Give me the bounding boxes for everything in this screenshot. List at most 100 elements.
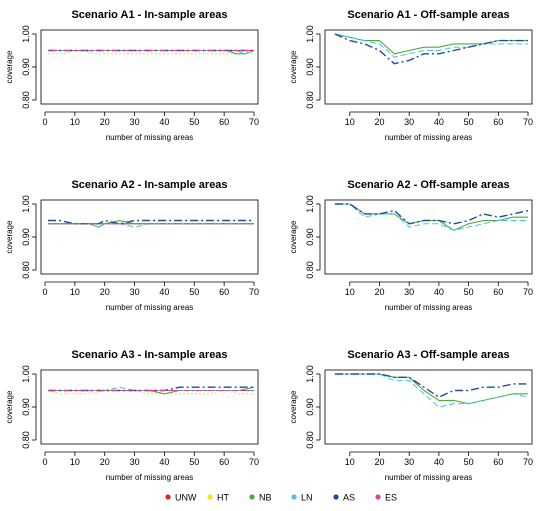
chart-panel-2: Scenario A1 - Off-sample areas 10 20 30 40 50…: [289, 9, 533, 142]
legend-label-nb: NB: [259, 493, 272, 503]
x-tick-label: 0: [42, 457, 47, 467]
y-axis-label: coverage: [289, 390, 298, 423]
y-tick-label: 0.90: [305, 58, 315, 76]
legend-marker-es: [375, 494, 381, 500]
panel-title: Scenario A2 - In-sample areas: [71, 179, 227, 191]
series-line-ht: [47, 390, 254, 395]
x-tick-label: 20: [100, 457, 110, 467]
y-tick-label: 1.00: [21, 365, 31, 383]
panel-title: Scenario A1 - In-sample areas: [71, 9, 227, 21]
plot-frame: [40, 29, 259, 105]
chart-panel-1: Scenario A1 - In-sample areas 0 10 20 30 40 50…: [5, 9, 259, 142]
legend: UNW HT NB LN AS ES: [165, 493, 397, 503]
y-tick-label: 0.80: [21, 431, 31, 449]
y-tick-label: 0.80: [305, 431, 315, 449]
x-tick-label: 30: [130, 117, 140, 127]
legend-label-ht: HT: [217, 493, 229, 503]
y-axis-label: coverage: [5, 390, 14, 423]
x-tick-label: 20: [374, 457, 384, 467]
y-axis-label: coverage: [289, 220, 298, 253]
x-tick-label: 40: [434, 287, 444, 297]
x-tick-label: 50: [189, 287, 199, 297]
x-tick-label: 40: [159, 287, 169, 297]
x-tick-label: 60: [219, 457, 229, 467]
panel-title: Scenario A3 - Off-sample areas: [347, 349, 509, 361]
x-tick-label: 30: [404, 457, 414, 467]
series-line-ln: [334, 33, 528, 58]
x-axis-label: number of missing areas: [385, 303, 473, 312]
x-tick-label: 10: [70, 287, 80, 297]
y-tick-label: 1.00: [21, 25, 31, 43]
x-tick-label: 60: [219, 117, 229, 127]
x-tick-label: 30: [404, 287, 414, 297]
chart-panel-3: Scenario A2 - In-sample areas 0 10 20 30 40 50…: [5, 179, 259, 312]
x-tick-label: 40: [159, 117, 169, 127]
y-tick-label: 0.90: [305, 398, 315, 416]
x-tick-label: 50: [464, 457, 474, 467]
y-axis-label: coverage: [289, 50, 298, 83]
x-tick-label: 70: [523, 457, 533, 467]
x-tick-label: 60: [493, 287, 503, 297]
x-tick-label: 10: [345, 287, 355, 297]
y-tick-label: 1.00: [21, 195, 31, 213]
y-tick-label: 0.90: [21, 58, 31, 76]
x-tick-label: 0: [42, 117, 47, 127]
x-tick-label: 50: [464, 117, 474, 127]
x-tick-label: 30: [130, 457, 140, 467]
x-tick-label: 60: [493, 117, 503, 127]
x-tick-label: 10: [70, 117, 80, 127]
panel-title: Scenario A3 - In-sample areas: [71, 349, 227, 361]
series-line-as: [334, 373, 528, 398]
x-tick-label: 10: [345, 117, 355, 127]
x-axis-label: number of missing areas: [385, 473, 473, 482]
plot-frame: [324, 29, 533, 105]
x-tick-label: 50: [189, 117, 199, 127]
y-tick-label: 1.00: [305, 195, 315, 213]
plot-frame: [324, 199, 533, 275]
plot-frame: [324, 369, 533, 445]
x-tick-label: 60: [219, 287, 229, 297]
plot-frame: [40, 369, 259, 445]
plot-frame: [40, 199, 259, 275]
y-tick-label: 0.80: [21, 261, 31, 279]
x-tick-label: 20: [100, 287, 110, 297]
x-tick-label: 40: [434, 457, 444, 467]
legend-label-unw: UNW: [175, 493, 197, 503]
y-tick-label: 0.90: [21, 228, 31, 246]
x-tick-label: 50: [189, 457, 199, 467]
x-tick-label: 10: [345, 457, 355, 467]
panel-title: Scenario A1 - Off-sample areas: [347, 9, 509, 21]
x-axis-label: number of missing areas: [106, 473, 194, 482]
y-tick-label: 1.00: [305, 25, 315, 43]
series-line-nb: [334, 203, 528, 231]
series-line-ln: [334, 373, 529, 408]
series-line-as: [334, 33, 528, 65]
x-tick-label: 60: [493, 457, 503, 467]
y-tick-label: 0.90: [305, 228, 315, 246]
y-axis-label: coverage: [5, 220, 14, 253]
x-tick-label: 20: [100, 117, 110, 127]
chart-panel-5: Scenario A3 - In-sample areas 0 10 20 30 40 50…: [5, 349, 259, 482]
x-tick-label: 20: [374, 287, 384, 297]
x-axis-label: number of missing areas: [106, 133, 194, 142]
series-line-ht: [48, 50, 254, 55]
x-axis-label: number of missing areas: [106, 303, 194, 312]
x-tick-label: 40: [159, 457, 169, 467]
y-tick-label: 0.80: [305, 261, 315, 279]
panel-title: Scenario A2 - Off-sample areas: [347, 179, 509, 191]
x-tick-label: 30: [130, 287, 140, 297]
x-tick-label: 70: [523, 287, 533, 297]
x-axis-label: number of missing areas: [385, 133, 473, 142]
x-tick-label: 30: [404, 117, 414, 127]
x-tick-label: 70: [249, 287, 259, 297]
x-tick-label: 20: [374, 117, 384, 127]
x-tick-label: 50: [464, 287, 474, 297]
legend-marker-ht: [207, 494, 213, 500]
chart-panel-4: Scenario A2 - Off-sample areas 10 20 30 40 50…: [289, 179, 533, 312]
x-tick-label: 70: [249, 457, 259, 467]
y-tick-label: 0.80: [305, 91, 315, 109]
x-tick-label: 0: [42, 287, 47, 297]
y-tick-label: 0.90: [21, 398, 31, 416]
x-tick-label: 70: [249, 117, 259, 127]
